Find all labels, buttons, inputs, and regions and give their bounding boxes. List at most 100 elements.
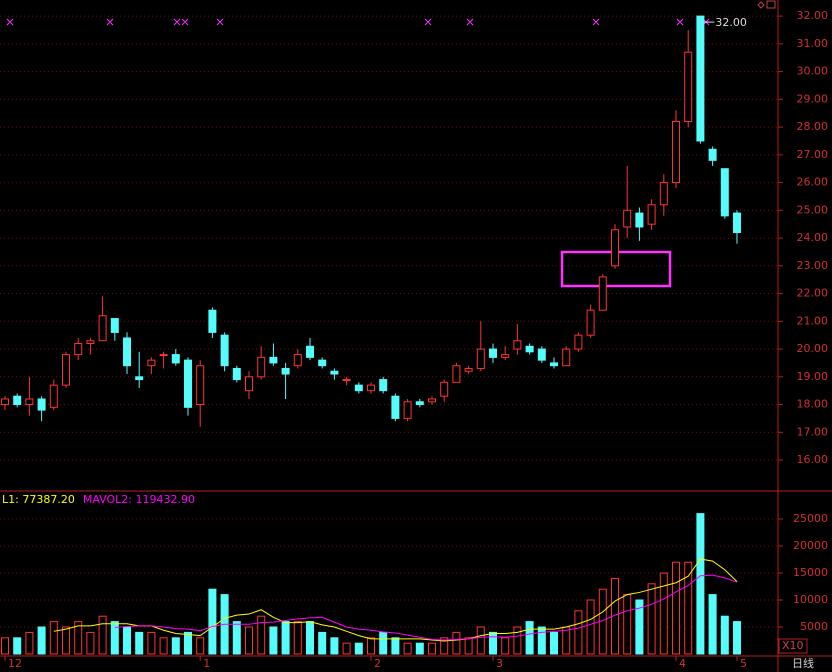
candle-body	[513, 340, 522, 350]
candle-body	[49, 384, 58, 408]
candle-body	[196, 365, 205, 406]
candle-body	[208, 309, 217, 333]
y-tick-label: 25000	[793, 512, 828, 525]
toolbar-icons	[757, 0, 776, 9]
volume-bar	[550, 631, 558, 655]
y-tick-label: 23.00	[797, 259, 829, 272]
y-tick-label: 27.00	[797, 148, 829, 161]
period-label: 日线	[792, 656, 814, 670]
candle-body	[708, 148, 717, 161]
volume-bar	[318, 631, 327, 655]
candle-body	[696, 15, 705, 142]
candle-body	[62, 354, 70, 386]
volume-bar	[86, 631, 95, 655]
volume-bar	[171, 637, 180, 655]
volume-bar	[672, 561, 680, 655]
volume-bar	[586, 599, 595, 655]
candle-body	[232, 367, 241, 381]
legend-entry: L1: 77387.20	[2, 493, 75, 506]
volume-bar	[403, 642, 412, 655]
candle-body	[147, 359, 156, 367]
y-tick-label: 30.00	[797, 65, 829, 78]
volume-bar	[562, 626, 571, 655]
volume-bar	[720, 615, 729, 655]
candle-body	[403, 401, 412, 419]
candle-body	[574, 334, 583, 350]
candle-body	[318, 359, 327, 367]
y-tick-label: 25.00	[797, 203, 829, 216]
y-tick-label: 28.00	[797, 120, 829, 133]
candle-body	[659, 182, 668, 206]
volume-bar	[379, 631, 388, 655]
volume-bar	[489, 631, 497, 655]
candle-body	[184, 359, 192, 408]
volume-bar	[696, 513, 705, 655]
candle-body	[672, 121, 680, 184]
candle-body	[74, 342, 83, 356]
y-tick-label: 19.00	[797, 370, 829, 383]
y-tick-label: 16.00	[797, 453, 829, 466]
candle-body	[123, 337, 131, 367]
y-tick-label: 20000	[793, 539, 828, 552]
candle-body	[501, 354, 510, 358]
candle-body	[37, 398, 46, 411]
volume-bar	[62, 626, 70, 655]
y-tick-label: 21.00	[797, 314, 829, 327]
volume-bar	[330, 637, 339, 655]
volume-bar	[98, 615, 107, 655]
y-tick-label: 31.00	[797, 37, 829, 50]
volume-bar	[293, 621, 302, 655]
candle-body	[1, 398, 9, 406]
volume-bar	[440, 637, 449, 655]
volume-bar	[281, 621, 290, 655]
candle-body	[135, 376, 144, 381]
volume-bar	[391, 637, 400, 655]
volume-bar	[74, 621, 83, 655]
candle-body	[489, 348, 497, 358]
candle-body	[720, 168, 729, 217]
volume-bar	[635, 599, 644, 655]
volume-bar	[623, 594, 632, 655]
volume-bar	[1, 637, 9, 655]
y-tick-label: 29.00	[797, 92, 829, 105]
volume-bar	[574, 610, 583, 655]
volume-bar	[415, 642, 424, 655]
volume-bar	[184, 631, 192, 655]
volume-bar	[13, 637, 22, 655]
y-tick-label: 24.00	[797, 231, 829, 244]
volume-bar	[232, 621, 241, 655]
volume-bar	[37, 626, 46, 655]
volume-bar	[513, 626, 522, 655]
y-tick-label: 20.00	[797, 342, 829, 355]
candle-body	[86, 340, 95, 344]
candle-body	[354, 384, 363, 392]
candle-body	[171, 354, 180, 364]
volume-bar	[208, 588, 217, 655]
volume-bar	[537, 626, 546, 655]
y-tick-label: 26.00	[797, 176, 829, 189]
y-tick-label: 17.00	[797, 425, 829, 438]
candle-body	[562, 348, 571, 367]
candle-body	[635, 212, 644, 228]
volume-bar	[147, 631, 156, 655]
y-tick-label: 32.00	[797, 9, 829, 22]
candle-body	[220, 334, 229, 367]
y-tick-label: 10000	[793, 593, 828, 606]
ma-line	[53, 558, 738, 642]
candle-body	[452, 365, 461, 383]
candle-body	[391, 395, 400, 419]
candle-body	[415, 401, 424, 406]
candle-body	[733, 212, 741, 234]
x-tick-label: 2	[374, 657, 381, 670]
candle-body	[586, 309, 595, 336]
volume-bar	[257, 615, 266, 655]
volume-bar	[25, 631, 34, 655]
volume-bar	[452, 631, 461, 655]
candle-body	[281, 367, 290, 375]
candle-body	[330, 370, 339, 375]
annotation-label: 32.00	[715, 16, 747, 29]
volume-bar	[135, 631, 144, 655]
candle-body	[525, 345, 534, 353]
